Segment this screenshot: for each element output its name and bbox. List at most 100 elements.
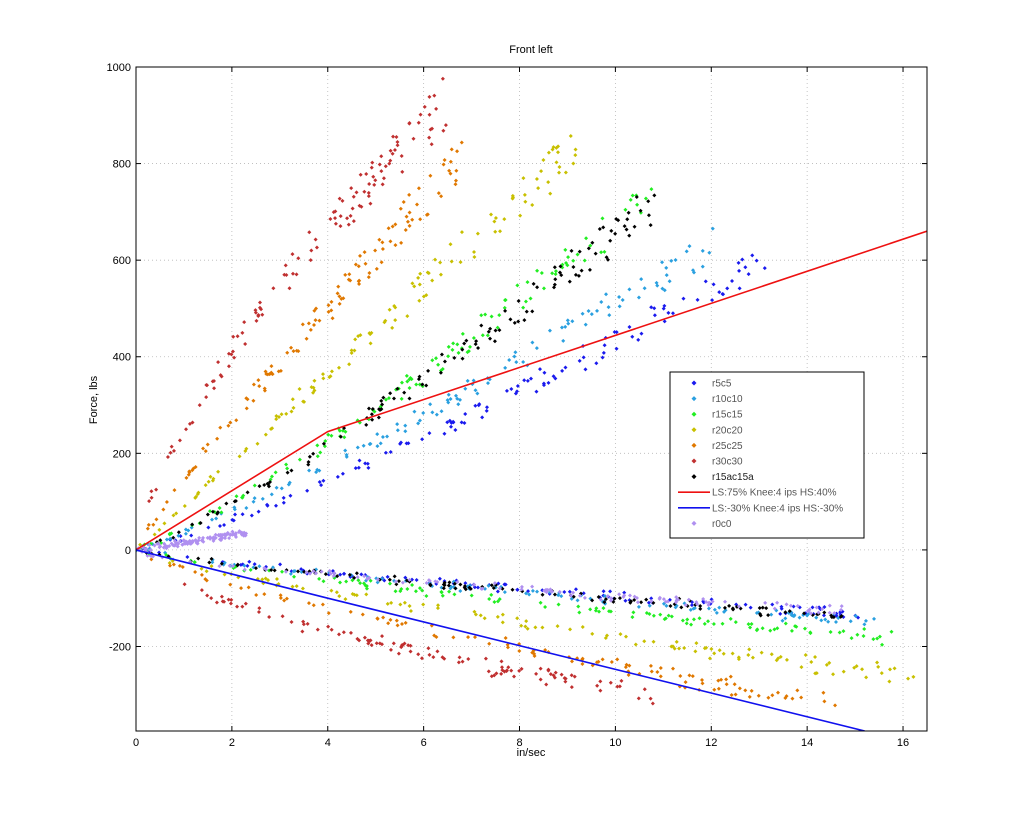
data-point: [421, 410, 426, 415]
data-point: [255, 441, 260, 446]
data-point: [313, 571, 318, 576]
data-point: [388, 391, 393, 396]
data-point: [417, 418, 422, 423]
data-point: [420, 588, 425, 593]
data-point: [583, 322, 588, 327]
data-point: [717, 605, 722, 610]
data-point: [668, 603, 673, 608]
data-point: [315, 627, 320, 632]
data-point: [243, 449, 248, 454]
data-point: [618, 632, 623, 637]
data-point: [602, 249, 607, 254]
data-point: [270, 565, 275, 570]
data-point: [447, 580, 452, 585]
data-point: [352, 592, 357, 597]
data-point: [666, 310, 671, 315]
data-point: [393, 222, 398, 227]
data-point: [195, 541, 200, 546]
data-point: [343, 429, 348, 434]
data-point: [272, 568, 277, 573]
data-point: [366, 194, 371, 199]
data-point: [602, 600, 607, 605]
data-point: [422, 104, 427, 109]
data-point: [407, 603, 412, 608]
data-point: [510, 587, 515, 592]
data-point: [388, 148, 393, 153]
data-point: [469, 593, 474, 598]
data-point: [375, 580, 380, 585]
data-point: [391, 134, 396, 139]
data-point: [489, 674, 494, 679]
data-point: [337, 594, 342, 599]
data-point: [409, 377, 414, 382]
data-point: [212, 386, 217, 391]
data-point: [299, 569, 304, 574]
data-point: [393, 305, 398, 310]
y-tick-label: 400: [113, 352, 131, 364]
data-point: [265, 503, 270, 508]
data-point: [538, 666, 543, 671]
data-point: [546, 180, 551, 185]
data-point: [315, 454, 320, 459]
data-point: [484, 408, 489, 413]
data-point: [424, 593, 429, 598]
data-point: [346, 222, 351, 227]
data-point: [674, 595, 679, 600]
data-point: [304, 570, 309, 575]
data-point: [257, 300, 262, 305]
data-point: [712, 651, 717, 656]
data-point: [617, 592, 622, 597]
data-point: [446, 583, 451, 588]
data-point: [405, 586, 410, 591]
data-point: [340, 471, 345, 476]
data-point: [407, 396, 412, 401]
data-point: [393, 579, 398, 584]
data-point: [684, 249, 689, 254]
data-point: [559, 594, 564, 599]
legend-marker-swatch: [691, 442, 697, 448]
data-point: [472, 609, 477, 614]
data-point: [602, 593, 607, 598]
data-point: [552, 592, 557, 597]
data-point: [760, 626, 765, 631]
data-point: [420, 382, 425, 387]
data-point: [333, 221, 338, 226]
data-point: [468, 344, 473, 349]
data-point: [731, 607, 736, 612]
data-point: [485, 333, 490, 338]
data-point: [227, 536, 232, 541]
data-point: [351, 219, 356, 224]
data-point: [463, 386, 468, 391]
data-point: [232, 355, 237, 360]
data-point: [308, 571, 313, 576]
data-point: [348, 630, 353, 635]
data-point: [714, 610, 719, 615]
data-point: [383, 164, 388, 169]
data-point: [541, 158, 546, 163]
data-point: [661, 306, 666, 311]
data-point: [491, 585, 496, 590]
data-point: [571, 265, 576, 270]
data-point: [337, 632, 342, 637]
data-point: [747, 647, 752, 652]
data-point: [398, 589, 403, 594]
data-point: [274, 417, 279, 422]
data-point: [418, 112, 423, 117]
data-point: [421, 294, 426, 299]
data-point: [635, 600, 640, 605]
data-point: [560, 368, 565, 373]
data-point: [727, 603, 732, 608]
data-point: [224, 501, 229, 506]
data-point: [487, 641, 492, 646]
data-point: [392, 574, 397, 579]
data-point: [509, 668, 514, 673]
data-point: [289, 620, 294, 625]
data-point: [636, 604, 641, 609]
legend-label: r0c0: [712, 519, 732, 530]
data-point: [219, 594, 224, 599]
data-point: [677, 646, 682, 651]
data-point: [503, 308, 508, 313]
data-point: [649, 599, 654, 604]
data-point: [282, 598, 287, 603]
data-point: [268, 479, 273, 484]
